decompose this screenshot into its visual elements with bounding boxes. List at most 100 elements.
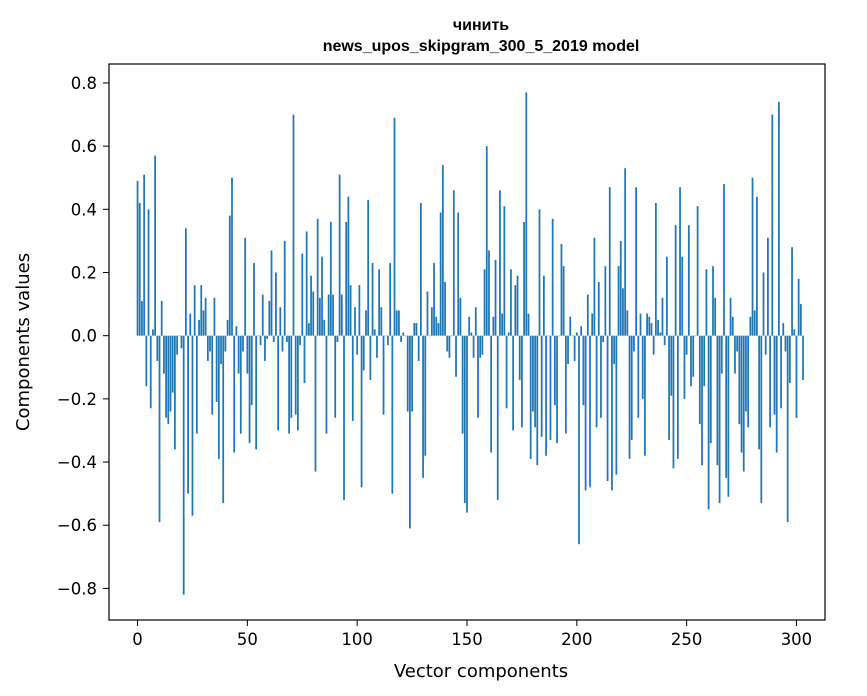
bar-231: [644, 335, 646, 456]
bar-28: [198, 319, 200, 336]
y-axis-ticks: −0.8 −0.6 −0.4 −0.2 0.0 0.2 0.4 0.6 0.8: [57, 74, 109, 598]
bar-16: [171, 335, 174, 393]
bar-111: [380, 307, 383, 336]
bar-13: [165, 335, 167, 418]
bar-22: [184, 228, 187, 336]
bar-50: [246, 335, 249, 374]
bar-33: [209, 335, 211, 352]
bar-72: [294, 335, 297, 415]
bar-216: [611, 335, 613, 491]
bar-197: [569, 316, 572, 336]
bar-273: [736, 335, 739, 352]
bar-238: [659, 332, 662, 336]
bar-155: [477, 335, 479, 418]
bar-202: [580, 326, 583, 336]
bar-284: [760, 335, 763, 504]
bar-141: [446, 335, 449, 352]
bar-218: [615, 335, 618, 475]
bar-34: [211, 335, 214, 415]
bar-93: [340, 294, 343, 336]
bar-110: [378, 269, 381, 336]
x-tick-label: 150: [451, 630, 483, 649]
bar-221: [622, 288, 624, 336]
bar-280: [751, 177, 754, 336]
bar-206: [589, 335, 591, 488]
bar-27: [195, 335, 198, 434]
bar-97: [349, 285, 352, 336]
bar-101: [358, 285, 361, 336]
bar-134: [430, 307, 433, 336]
bar-108: [373, 329, 376, 336]
y-tick-label: −0.8: [57, 579, 97, 598]
bar-29: [200, 285, 203, 336]
bar-200: [575, 332, 578, 336]
bar-160: [488, 250, 490, 336]
bar-203: [582, 335, 585, 406]
plot-frame: [108, 63, 826, 621]
bar-44: [233, 335, 236, 453]
bar-26: [193, 285, 196, 336]
bar-214: [606, 335, 609, 481]
bar-43: [231, 177, 233, 336]
bar-21: [182, 335, 185, 595]
x-axis-label: Vector components: [394, 661, 568, 682]
bar-82: [316, 218, 319, 336]
bar-298: [791, 247, 793, 336]
bar-285: [762, 272, 765, 336]
bar-265: [718, 335, 721, 504]
bar-122: [404, 335, 407, 337]
bar-81: [314, 335, 317, 472]
bar-230: [641, 335, 644, 399]
bar-246: [676, 335, 679, 459]
bar-150: [466, 335, 468, 513]
bar-297: [788, 335, 791, 384]
bar-277: [745, 335, 747, 412]
bar-254: [694, 335, 697, 337]
bar-292: [778, 101, 780, 336]
bar-130: [422, 335, 424, 478]
bar-255: [696, 206, 699, 336]
bar-92: [338, 174, 341, 336]
bar-233: [648, 316, 651, 336]
bar-193: [560, 244, 563, 336]
bar-95: [345, 221, 348, 336]
y-tick-label: −0.2: [57, 390, 97, 409]
x-tick-label: 0: [132, 630, 143, 649]
bar-51: [248, 335, 251, 444]
bar-18: [176, 335, 178, 355]
bar-115: [389, 263, 392, 336]
bar-124: [409, 335, 411, 529]
bar-109: [376, 335, 378, 358]
bar-113: [384, 335, 387, 337]
y-tick-label: −0.4: [57, 453, 97, 472]
bar-300: [795, 335, 798, 418]
bar-257: [701, 335, 703, 466]
bar-3: [143, 174, 146, 336]
bar-210: [597, 281, 600, 336]
bar-228: [637, 335, 640, 418]
bar-15: [169, 335, 172, 412]
bar-247: [679, 187, 681, 336]
bar-91: [336, 335, 339, 342]
bar-289: [771, 114, 774, 336]
bar-165: [499, 190, 501, 336]
bar-60: [268, 300, 271, 336]
bar-139: [441, 165, 444, 336]
bar-226: [633, 335, 635, 352]
bar-258: [703, 335, 706, 387]
bar-263: [714, 297, 717, 336]
y-axis-label: Components values: [13, 253, 34, 431]
bar-195: [564, 335, 567, 434]
bar-151: [468, 316, 471, 336]
bar-40: [224, 335, 227, 352]
bar-253: [692, 335, 695, 377]
bar-281: [753, 310, 756, 336]
bar-36: [215, 335, 218, 403]
bar-180: [532, 335, 534, 412]
x-axis-ticks: 0 50 100 150 200 250 300: [132, 620, 812, 649]
bar-303: [802, 335, 804, 380]
y-tick-label: 0.6: [71, 137, 97, 156]
bar-237: [657, 319, 659, 336]
bar-65: [279, 307, 282, 336]
bar-146: [457, 212, 460, 336]
